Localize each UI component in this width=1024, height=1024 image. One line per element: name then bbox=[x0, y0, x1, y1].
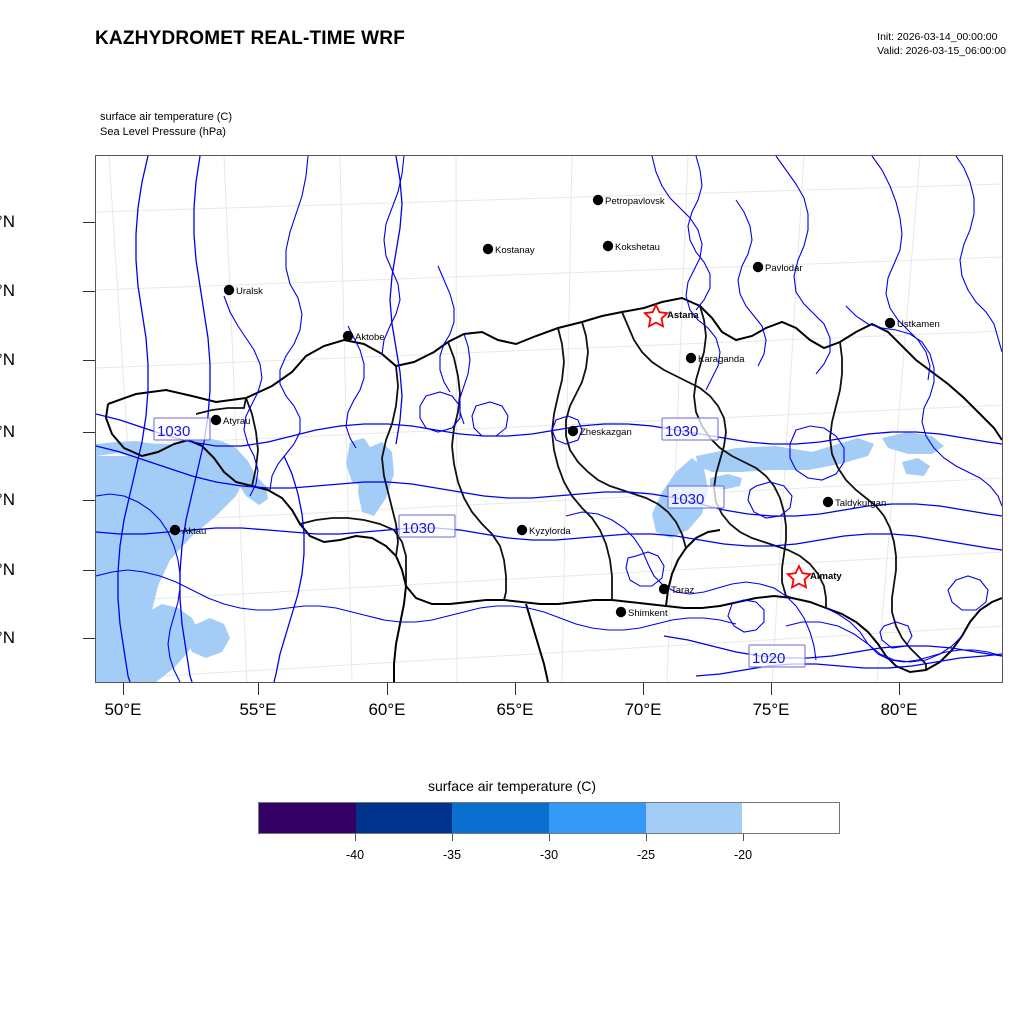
svg-text:1030: 1030 bbox=[157, 423, 190, 440]
svg-text:Kokshetau: Kokshetau bbox=[615, 242, 660, 253]
city-marker: Karaganda bbox=[685, 352, 745, 365]
y-tick-label: 48°N bbox=[0, 350, 15, 369]
svg-text:1030: 1030 bbox=[671, 491, 704, 508]
svg-text:Aktau: Aktau bbox=[182, 526, 206, 537]
variable-labels: surface air temperature (C) Sea Level Pr… bbox=[100, 110, 232, 139]
svg-text:Atyrau: Atyrau bbox=[223, 416, 250, 427]
variable-label-temperature: surface air temperature (C) bbox=[100, 111, 233, 123]
colorbar-swatch-1 bbox=[355, 803, 453, 833]
svg-text:Astana: Astana bbox=[667, 310, 699, 321]
svg-text:Petropavlovsk: Petropavlovsk bbox=[605, 196, 665, 207]
colorbar-swatch-2 bbox=[452, 803, 550, 833]
x-tick-label: 80°E bbox=[880, 700, 918, 719]
colorbar-swatch-5 bbox=[742, 803, 840, 833]
city-markers: Petropavlovsk Kostanay Kokshetau Pavloda… bbox=[169, 194, 940, 619]
x-tick-label: 75°E bbox=[752, 700, 790, 719]
colorbar-tick-label: -20 bbox=[733, 848, 753, 862]
colorbar bbox=[258, 802, 840, 834]
colorbar-tick-label: -25 bbox=[636, 848, 656, 862]
y-tick-label: 44°N bbox=[0, 490, 15, 509]
svg-text:1020: 1020 bbox=[752, 650, 785, 667]
svg-text:Kostanay: Kostanay bbox=[495, 245, 535, 256]
colorbar-tick-label: -30 bbox=[539, 848, 559, 862]
page-title: KAZHYDROMET REAL-TIME WRF bbox=[95, 28, 406, 49]
isobar-labels: 1030 1030 1030 1030 1020 bbox=[153, 417, 806, 668]
svg-text:1030: 1030 bbox=[402, 520, 435, 537]
city-marker: Uralsk bbox=[223, 284, 263, 297]
valid-time: Valid: 2026-03-15_06:00:00 bbox=[877, 45, 1006, 57]
colorbar-swatch-4 bbox=[645, 803, 743, 833]
y-tick-label: 50°N bbox=[0, 281, 15, 300]
y-tick-label: 42°N bbox=[0, 560, 15, 579]
city-marker: Zheskazgan bbox=[567, 425, 632, 438]
city-marker: Kyzylorda bbox=[516, 524, 571, 537]
variable-label-pressure: Sea Level Pressure (hPa) bbox=[100, 125, 226, 138]
y-tick-label: 40°N bbox=[0, 628, 15, 647]
x-tick-label: 55°E bbox=[239, 700, 277, 719]
country-borders bbox=[104, 296, 1002, 682]
map-panel[interactable]: 1030 1030 1030 1030 1020 Petropavlovsk K… bbox=[95, 155, 1003, 683]
oblast-borders bbox=[195, 305, 927, 670]
x-tick-label: 70°E bbox=[624, 700, 662, 719]
city-marker: Atyrau bbox=[210, 414, 250, 427]
svg-text:Almaty: Almaty bbox=[810, 571, 842, 582]
colorbar-swatch-0 bbox=[259, 803, 356, 833]
colorbar-tick-label: -40 bbox=[345, 848, 365, 862]
city-marker: Taldykurgan bbox=[822, 496, 886, 509]
svg-text:Shimkent: Shimkent bbox=[628, 608, 668, 619]
city-marker-capital: Almaty bbox=[785, 563, 842, 589]
colorbar-swatch-3 bbox=[549, 803, 646, 833]
init-time: Init: 2026-03-14_00:00:00 bbox=[877, 31, 998, 43]
map-canvas: 1030 1030 1030 1030 1020 Petropavlovsk K… bbox=[96, 156, 1002, 682]
city-marker: Petropavlovsk bbox=[592, 194, 665, 207]
x-tick-label: 50°E bbox=[104, 700, 142, 719]
city-marker: Aktau bbox=[169, 524, 206, 537]
forecast-timestamps: Init: 2026-03-14_00:00:00 Valid: 2026-03… bbox=[877, 30, 1006, 58]
colorbar-tick-label: -35 bbox=[442, 848, 462, 862]
city-marker: Kokshetau bbox=[602, 240, 660, 253]
svg-text:Ustkamen: Ustkamen bbox=[897, 319, 940, 330]
city-marker: Shimkent bbox=[615, 606, 668, 619]
svg-text:Karaganda: Karaganda bbox=[698, 354, 745, 365]
city-marker: Kostanay bbox=[482, 243, 535, 256]
y-tick-label: 52°N bbox=[0, 212, 15, 231]
svg-text:1030: 1030 bbox=[665, 423, 698, 440]
svg-text:Zheskazgan: Zheskazgan bbox=[580, 427, 632, 438]
svg-text:Pavlodar: Pavlodar bbox=[765, 263, 803, 274]
city-marker: Aktobe bbox=[342, 330, 385, 343]
svg-text:Aktobe: Aktobe bbox=[355, 332, 385, 343]
svg-text:Taraz: Taraz bbox=[671, 585, 694, 596]
x-tick-label: 60°E bbox=[368, 700, 406, 719]
city-marker: Taraz bbox=[658, 583, 694, 596]
city-marker: Pavlodar bbox=[752, 261, 803, 274]
svg-text:Kyzylorda: Kyzylorda bbox=[529, 526, 571, 537]
city-marker-capital: Astana bbox=[642, 302, 699, 328]
svg-text:Taldykurgan: Taldykurgan bbox=[835, 498, 886, 509]
colorbar-title: surface air temperature (C) bbox=[427, 778, 597, 794]
city-marker: Ustkamen bbox=[884, 317, 940, 330]
x-tick-label: 65°E bbox=[496, 700, 534, 719]
svg-text:Uralsk: Uralsk bbox=[236, 286, 263, 297]
y-tick-label: 46°N bbox=[0, 422, 15, 441]
